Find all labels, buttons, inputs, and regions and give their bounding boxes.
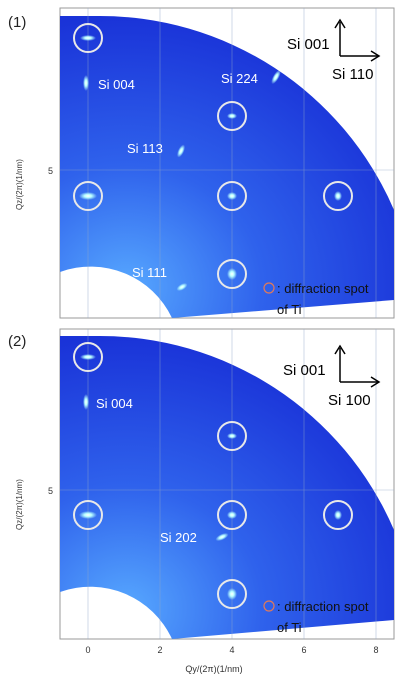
panel-2-axis-up-label: Si 001 [283,362,326,379]
ti-spot [334,191,342,201]
si-202-spot [215,532,229,542]
panel-2: 5 Qz/(2π)(1/nm) Si 004 Si 202 [15,328,395,640]
ti-circle [73,500,103,530]
ti-circle [323,181,353,211]
peak-label-si-202: Si 202 [160,530,197,545]
ti-circle [323,500,353,530]
panel-2-orientation [334,344,381,388]
panel-2-axis-right-label: Si 100 [328,392,371,409]
panel-1-spots [79,35,342,291]
ti-circle [217,421,247,451]
si-004-spot [83,75,89,91]
x-axis: 0 2 4 6 8 Qy/(2π)(1/nm) [85,645,378,674]
ti-spot [334,510,342,520]
ti-spot [80,354,96,360]
ti-circle [217,259,247,289]
panel-2-legend-line1: : diffraction spot [277,599,369,614]
x-tick: 6 [301,645,306,655]
panel-1-reciprocal-map [60,15,394,318]
panel-2-spots [79,354,342,600]
panel-1-legend-line1: : diffraction spot [277,281,369,296]
ti-spot [227,433,237,439]
ti-circle [217,579,247,609]
ti-spot [227,113,237,119]
x-axis-label: Qy/(2π)(1/nm) [185,664,242,674]
panel-2-reciprocal-map [60,335,394,639]
peak-label-si-004: Si 004 [96,396,133,411]
panel-1-legend-line2: of Ti [277,302,302,317]
panel-1-orientation [334,18,381,62]
peak-label-si-004: Si 004 [98,77,135,92]
panel-1-ylabel: Qz/(2π)(1/nm) [15,159,24,210]
panel-2-grid [60,329,394,639]
peak-label-si-111: Si 111 [132,265,167,280]
ti-circle [73,181,103,211]
panel-1-grid [60,8,394,318]
ti-circle [73,342,103,372]
ti-spot [80,35,96,41]
ti-spot [79,511,97,519]
si-224-spot [271,69,281,85]
peak-label-si-224: Si 224 [221,71,258,86]
ti-circle [217,500,247,530]
ti-circle [217,101,247,131]
panel-2-ylabel: Qz/(2π)(1/nm) [15,479,24,530]
panel-1-axis-right-label: Si 110 [332,66,373,83]
peak-label-si-113: Si 113 [127,141,163,156]
x-tick: 4 [229,645,234,655]
ti-spot [79,192,97,200]
panel-2-legend-line2: of Ti [277,620,302,635]
panel-2-legend-circle [263,600,275,612]
panel-2-label: (2) [8,333,27,350]
si-004-spot [83,394,89,410]
panel-2-ytick: 5 [48,486,53,496]
panel-1-label: (1) [8,14,27,31]
panel-1: 5 Qz/(2π)(1/nm) Si 004 Si 224 Si 113 [15,7,395,319]
x-tick: 0 [85,645,90,655]
panel-1-axis-up-label: Si 001 [287,36,330,53]
panel-2-ti-circles [73,342,353,609]
panel-1-legend-circle [263,282,275,294]
ti-spot [227,192,237,200]
panel-1-ytick: 5 [48,166,53,176]
ti-spot [227,588,237,600]
si-113-spot [176,144,186,158]
ti-circle [217,181,247,211]
x-tick: 2 [157,645,162,655]
ti-spot [227,268,237,280]
ti-circle [73,23,103,53]
x-tick: 8 [373,645,378,655]
si-111-spot [176,283,188,291]
ti-spot [227,511,237,519]
panel-1-ti-circles [73,23,353,289]
